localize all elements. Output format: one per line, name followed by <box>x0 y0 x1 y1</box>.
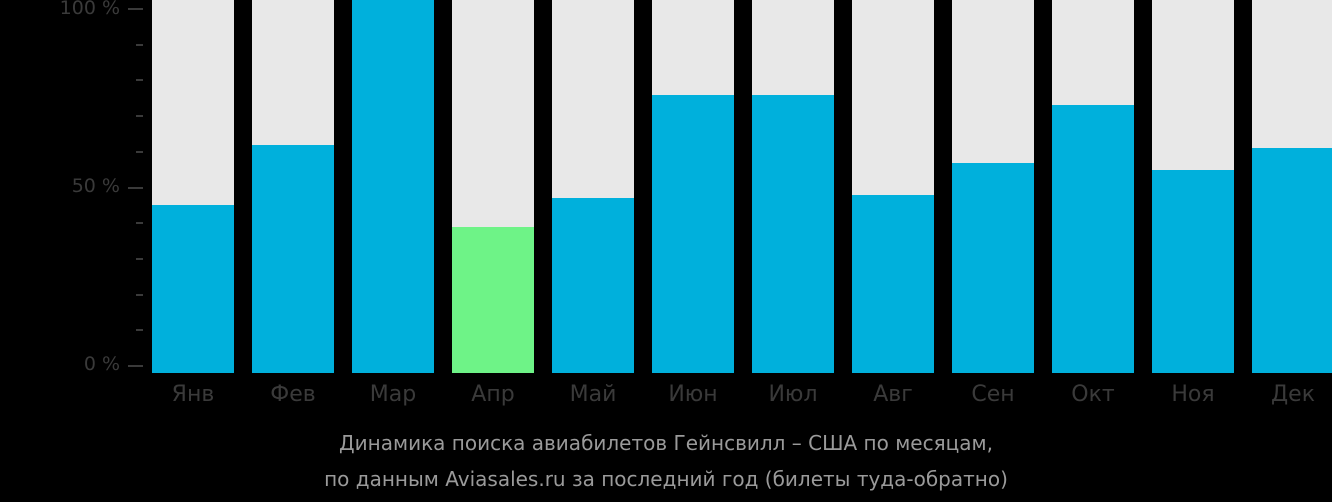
x-label: Авг <box>873 382 913 407</box>
bar-value <box>352 0 434 373</box>
y-tick <box>136 294 143 296</box>
bar-value <box>1152 170 1234 373</box>
x-label: Июн <box>668 382 718 407</box>
bar-9 <box>952 0 1034 373</box>
bar-value <box>752 95 834 373</box>
bar-7 <box>752 0 834 373</box>
y-tick <box>136 258 143 260</box>
caption-line-2: по данным Aviasales.ru за последний год … <box>324 467 1008 491</box>
y-tick <box>136 115 143 117</box>
bar-value <box>1252 148 1332 373</box>
y-tick <box>136 222 143 224</box>
bar-4 <box>452 0 534 373</box>
bar-1 <box>152 0 234 373</box>
bar-11 <box>1152 0 1234 373</box>
bar-value <box>1052 105 1134 373</box>
bar-3 <box>352 0 434 373</box>
bar-5 <box>552 0 634 373</box>
y-tick <box>128 187 143 189</box>
x-label: Ноя <box>1171 382 1215 407</box>
bar-6 <box>652 0 734 373</box>
bar-value <box>852 195 934 373</box>
y-tick <box>136 44 143 46</box>
bar-2 <box>252 0 334 373</box>
x-label: Мар <box>369 382 417 407</box>
y-label-0: 0 % <box>83 353 120 375</box>
bar-value <box>452 227 534 373</box>
bar-value <box>952 163 1034 373</box>
x-label: Май <box>569 382 617 407</box>
bar-value <box>152 205 234 373</box>
bar-value <box>252 145 334 373</box>
x-label: Окт <box>1071 382 1115 407</box>
y-tick <box>128 8 143 10</box>
x-label: Апр <box>471 382 515 407</box>
bar-value <box>652 95 734 373</box>
x-label: Дек <box>1270 382 1315 407</box>
bar-10 <box>1052 0 1134 373</box>
caption-line-1: Динамика поиска авиабилетов Гейнсвилл – … <box>339 431 993 455</box>
y-tick <box>136 151 143 153</box>
y-tick <box>136 79 143 81</box>
y-label-100: 100 % <box>59 0 120 19</box>
bar-value <box>552 198 634 373</box>
bar-12 <box>1252 0 1332 373</box>
y-tick <box>128 365 143 367</box>
x-label: Янв <box>171 382 215 407</box>
bar-8 <box>852 0 934 373</box>
x-label: Июл <box>768 382 818 407</box>
y-label-50: 50 % <box>71 175 120 197</box>
y-tick <box>136 329 143 331</box>
x-label: Сен <box>971 382 1015 407</box>
x-label: Фев <box>270 382 316 407</box>
